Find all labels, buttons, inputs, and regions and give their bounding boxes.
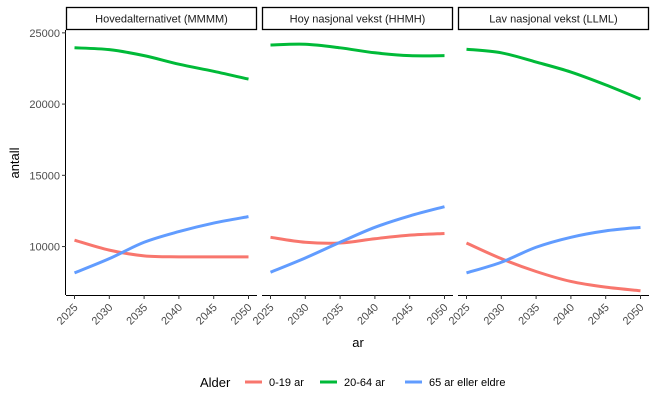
panel-title: Hoy nasjonal vekst (HHMH)	[290, 14, 426, 26]
x-axis-title: ar	[352, 335, 364, 350]
x-tick-label: 2045	[390, 302, 416, 328]
series-line	[73, 215, 249, 275]
x-tick-label: 2030	[286, 302, 312, 328]
x-tick-label: 2035	[124, 302, 150, 328]
panel-strip	[261, 6, 454, 31]
legend: Alder 0-19 ar 20-64 ar 65 ar eller eldre	[200, 375, 505, 390]
panel: Hoy nasjonal vekst (HHMH) 2025 2030 2035 204…	[251, 6, 454, 328]
legend-label: 0-19 ar	[269, 377, 304, 389]
series-line	[74, 238, 249, 259]
x-tick-label: 2025	[251, 302, 277, 328]
x-tick-label: 2050	[425, 302, 451, 328]
legend-label: 65 ar eller eldre	[429, 377, 505, 389]
x-tick-label: 2025	[447, 302, 473, 328]
x-tick-label: 2035	[320, 302, 346, 328]
x-tick-label: 2035	[516, 302, 542, 328]
legend-title: Alder	[200, 375, 231, 390]
x-tick-label: 2045	[586, 302, 612, 328]
x-tick-label: 2030	[482, 302, 508, 328]
x-tick-label: 2040	[159, 302, 185, 328]
series-line	[270, 42, 445, 58]
series-line	[269, 205, 445, 274]
x-tick-label: 2040	[551, 302, 577, 328]
x-tick-label: 2040	[355, 302, 381, 328]
legend-items: 0-19 ar 20-64 ar 65 ar eller eldre	[245, 377, 505, 389]
y-tick-label: 15000	[29, 170, 60, 182]
y-tick-label: 25000	[29, 28, 60, 40]
panel-title: Hovedalternativet (MMMM)	[95, 14, 228, 26]
chart-panels: Hovedalternativet (MMMM) 2025 2030 2035 2040…	[55, 6, 650, 328]
x-tick-label: 2030	[90, 302, 116, 328]
series-line	[466, 225, 641, 275]
series-line	[466, 47, 642, 101]
legend-label: 20-64 ar	[344, 377, 385, 389]
panel-strip	[457, 6, 650, 31]
panel-strip	[65, 6, 258, 31]
panel-title: Lav nasjonal vekst (LLML)	[489, 14, 617, 26]
panel: Lav nasjonal vekst (LLML) 2025 2030 2035 204…	[447, 6, 650, 328]
y-tick-label: 20000	[29, 99, 60, 111]
series-line	[465, 241, 641, 293]
series-line	[74, 46, 249, 81]
x-tick-label: 2025	[55, 302, 81, 328]
series-line	[270, 231, 445, 245]
y-tick-label: 10000	[29, 242, 60, 254]
y-axis-title: antall	[7, 147, 22, 178]
panel: Hovedalternativet (MMMM) 2025 2030 2035 2040…	[55, 6, 258, 328]
x-tick-label: 2050	[621, 302, 647, 328]
y-axis: 10000 15000 20000 25000	[29, 28, 66, 295]
x-tick-label: 2050	[229, 302, 255, 328]
x-tick-label: 2045	[194, 302, 220, 328]
